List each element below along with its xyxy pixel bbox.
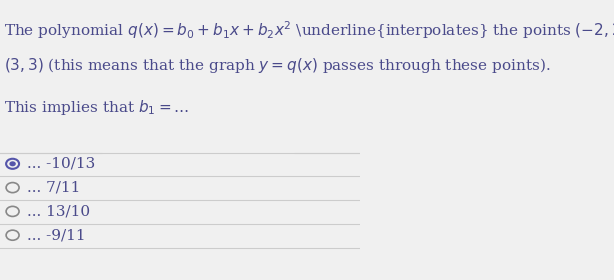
Text: ... -10/13: ... -10/13 <box>27 157 95 171</box>
Text: $(3,3)$ (this means that the graph $y = q(x)$ passes through these points).: $(3,3)$ (this means that the graph $y = … <box>4 56 550 75</box>
Text: ... -9/11: ... -9/11 <box>27 228 85 242</box>
Text: The polynomial $q(x) = b_0 + b_1 x + b_2 x^2$ \underline{interpolates} the point: The polynomial $q(x) = b_0 + b_1 x + b_2… <box>4 20 614 41</box>
Circle shape <box>9 161 16 166</box>
Text: This implies that $b_1 = \ldots$: This implies that $b_1 = \ldots$ <box>4 98 188 117</box>
Text: ... 13/10: ... 13/10 <box>27 204 90 218</box>
Text: ... 7/11: ... 7/11 <box>27 181 80 195</box>
